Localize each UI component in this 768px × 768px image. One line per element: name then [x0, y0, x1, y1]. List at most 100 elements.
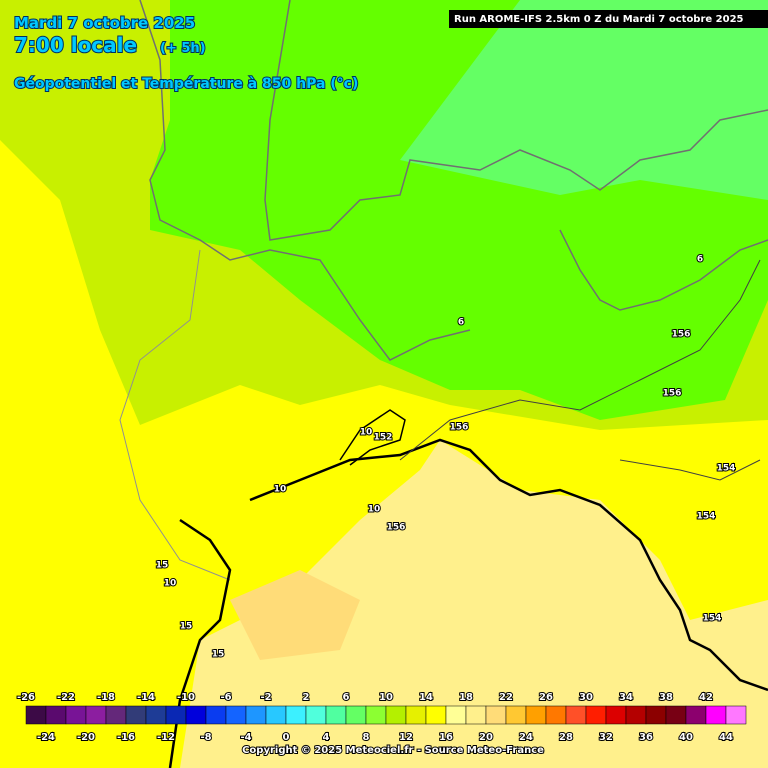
- scale-swatch: [585, 705, 607, 725]
- scale-swatch: [725, 705, 747, 725]
- scale-label: 40: [679, 732, 693, 743]
- scale-label: -8: [200, 732, 211, 743]
- scale-swatch: [605, 705, 627, 725]
- scale-label: 2: [303, 692, 310, 703]
- run-info: Run AROME-IFS 2.5km 0 Z du Mardi 7 octob…: [454, 14, 744, 25]
- scale-label: 32: [599, 732, 613, 743]
- scale-swatch: [265, 705, 287, 725]
- scale-swatch: [685, 705, 707, 725]
- scale-label: 42: [699, 692, 713, 703]
- scale-label: -18: [97, 692, 115, 703]
- scale-label: 18: [459, 692, 473, 703]
- scale-label: 34: [619, 692, 633, 703]
- contour-label: 156: [663, 389, 682, 399]
- scale-swatch: [245, 705, 267, 725]
- scale-label: 14: [419, 692, 433, 703]
- scale-label: -2: [260, 692, 271, 703]
- field-light-green: [400, 0, 768, 200]
- map-lines: [119, 0, 768, 768]
- scale-label: 22: [499, 692, 513, 703]
- contour-label: 156: [672, 330, 691, 340]
- scale-swatch: [185, 705, 207, 725]
- scale-swatch: [705, 705, 727, 725]
- date: Mardi 7 octobre 2025: [14, 14, 195, 32]
- contour: [399, 259, 761, 461]
- scale-label: -10: [177, 692, 195, 703]
- scale-swatch: [505, 705, 527, 725]
- coastline: [168, 518, 232, 768]
- scale-label: -12: [157, 732, 175, 743]
- scale-swatch: [545, 705, 567, 725]
- scale-swatch: [425, 705, 447, 725]
- scale-swatch: [325, 705, 347, 725]
- scale-label: -6: [220, 692, 231, 703]
- scale-label: -4: [240, 732, 251, 743]
- scale-label: 36: [639, 732, 653, 743]
- scale-swatch: [625, 705, 647, 725]
- border: [139, 0, 471, 361]
- scale-label: 12: [399, 732, 413, 743]
- scale-swatch: [65, 705, 87, 725]
- offset: (+ 5h): [160, 41, 206, 56]
- scale-swatch: [205, 705, 227, 725]
- scale-label: 6: [343, 692, 350, 703]
- scale-swatch: [565, 705, 587, 725]
- scale-swatch: [285, 705, 307, 725]
- contour-label: 152: [374, 433, 393, 443]
- contour-label: 15: [180, 622, 193, 632]
- scale-label: -20: [77, 732, 95, 743]
- scale-label: 4: [323, 732, 330, 743]
- field-light-orange: [230, 570, 360, 660]
- scale-label: 28: [559, 732, 573, 743]
- title: Géopotentiel et Température à 850 hPa (°…: [14, 76, 358, 92]
- scale-swatch: [45, 705, 67, 725]
- contour-label: 10: [360, 428, 373, 438]
- scale-swatch: [365, 705, 387, 725]
- scale-label: -14: [137, 692, 155, 703]
- scale-swatch: [445, 705, 467, 725]
- scale-swatch: [345, 705, 367, 725]
- color-scale: -26 -22 -18 -14 -10 -6 -2 2 6 10 14 18 22 26 30 34 38 42-…: [16, 691, 747, 744]
- scale-swatch: [85, 705, 107, 725]
- scale-label: 24: [519, 732, 533, 743]
- scale-swatch: [485, 705, 507, 725]
- contour-label: 10: [164, 579, 177, 589]
- scale-label: 20: [479, 732, 493, 743]
- scale-label: -22: [57, 692, 75, 703]
- copyright: Copyright © 2025 Meteociel.fr - Source M…: [242, 745, 544, 756]
- scale-label: 30: [579, 692, 593, 703]
- contour-label: 154: [717, 464, 736, 474]
- border: [119, 249, 231, 581]
- contour-label: 6: [697, 255, 703, 265]
- scale-label: 16: [439, 732, 453, 743]
- border: [559, 229, 768, 311]
- scale-swatch: [165, 705, 187, 725]
- contour-label: 154: [703, 614, 722, 624]
- scale-swatch: [405, 705, 427, 725]
- scale-swatch: [665, 705, 687, 725]
- scale-swatch: [305, 705, 327, 725]
- run-banner: [449, 10, 768, 28]
- contour-label: 10: [274, 485, 287, 495]
- scale-swatch: [645, 705, 667, 725]
- contour-label: 156: [387, 523, 406, 533]
- contour-label: 6: [458, 318, 464, 328]
- contour-label: 15: [156, 561, 169, 571]
- scale-swatch: [145, 705, 167, 725]
- coastline: [339, 409, 406, 466]
- scale-label: 8: [363, 732, 370, 743]
- scale-label: 38: [659, 692, 673, 703]
- time: 7:00 locale: [14, 33, 137, 57]
- contour-label: 154: [697, 512, 716, 522]
- scale-swatch: [225, 705, 247, 725]
- coastline: [249, 438, 768, 692]
- scale-label: 26: [539, 692, 553, 703]
- scale-label: 44: [719, 732, 733, 743]
- scale-label: 10: [379, 692, 393, 703]
- border: [264, 0, 768, 241]
- scale-swatch: [385, 705, 407, 725]
